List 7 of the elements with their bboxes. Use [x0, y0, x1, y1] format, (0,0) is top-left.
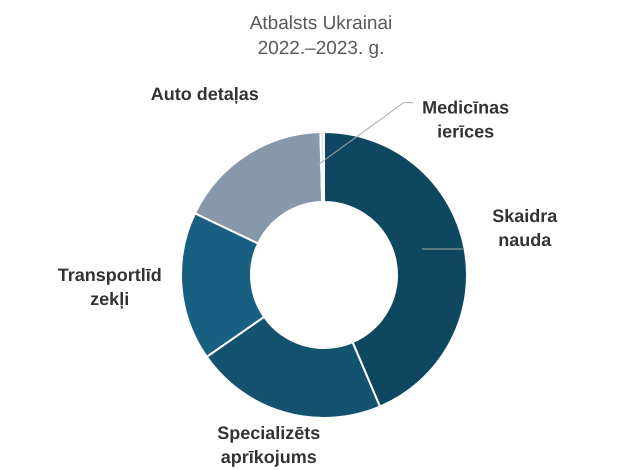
- chart-subtitle: 2022.–2023. g.: [256, 37, 386, 61]
- slice-label: Medicīnas ierīces: [422, 98, 510, 142]
- slice-label: Auto detaļas: [150, 84, 259, 104]
- slice-label: Specializēts aprīkojums: [217, 422, 320, 467]
- slice-label: Transportlīdzekļi: [58, 265, 162, 310]
- chart-title: Atbalsts Ukrainai: [248, 12, 394, 36]
- slice-label: Skaidra nauda: [492, 206, 558, 250]
